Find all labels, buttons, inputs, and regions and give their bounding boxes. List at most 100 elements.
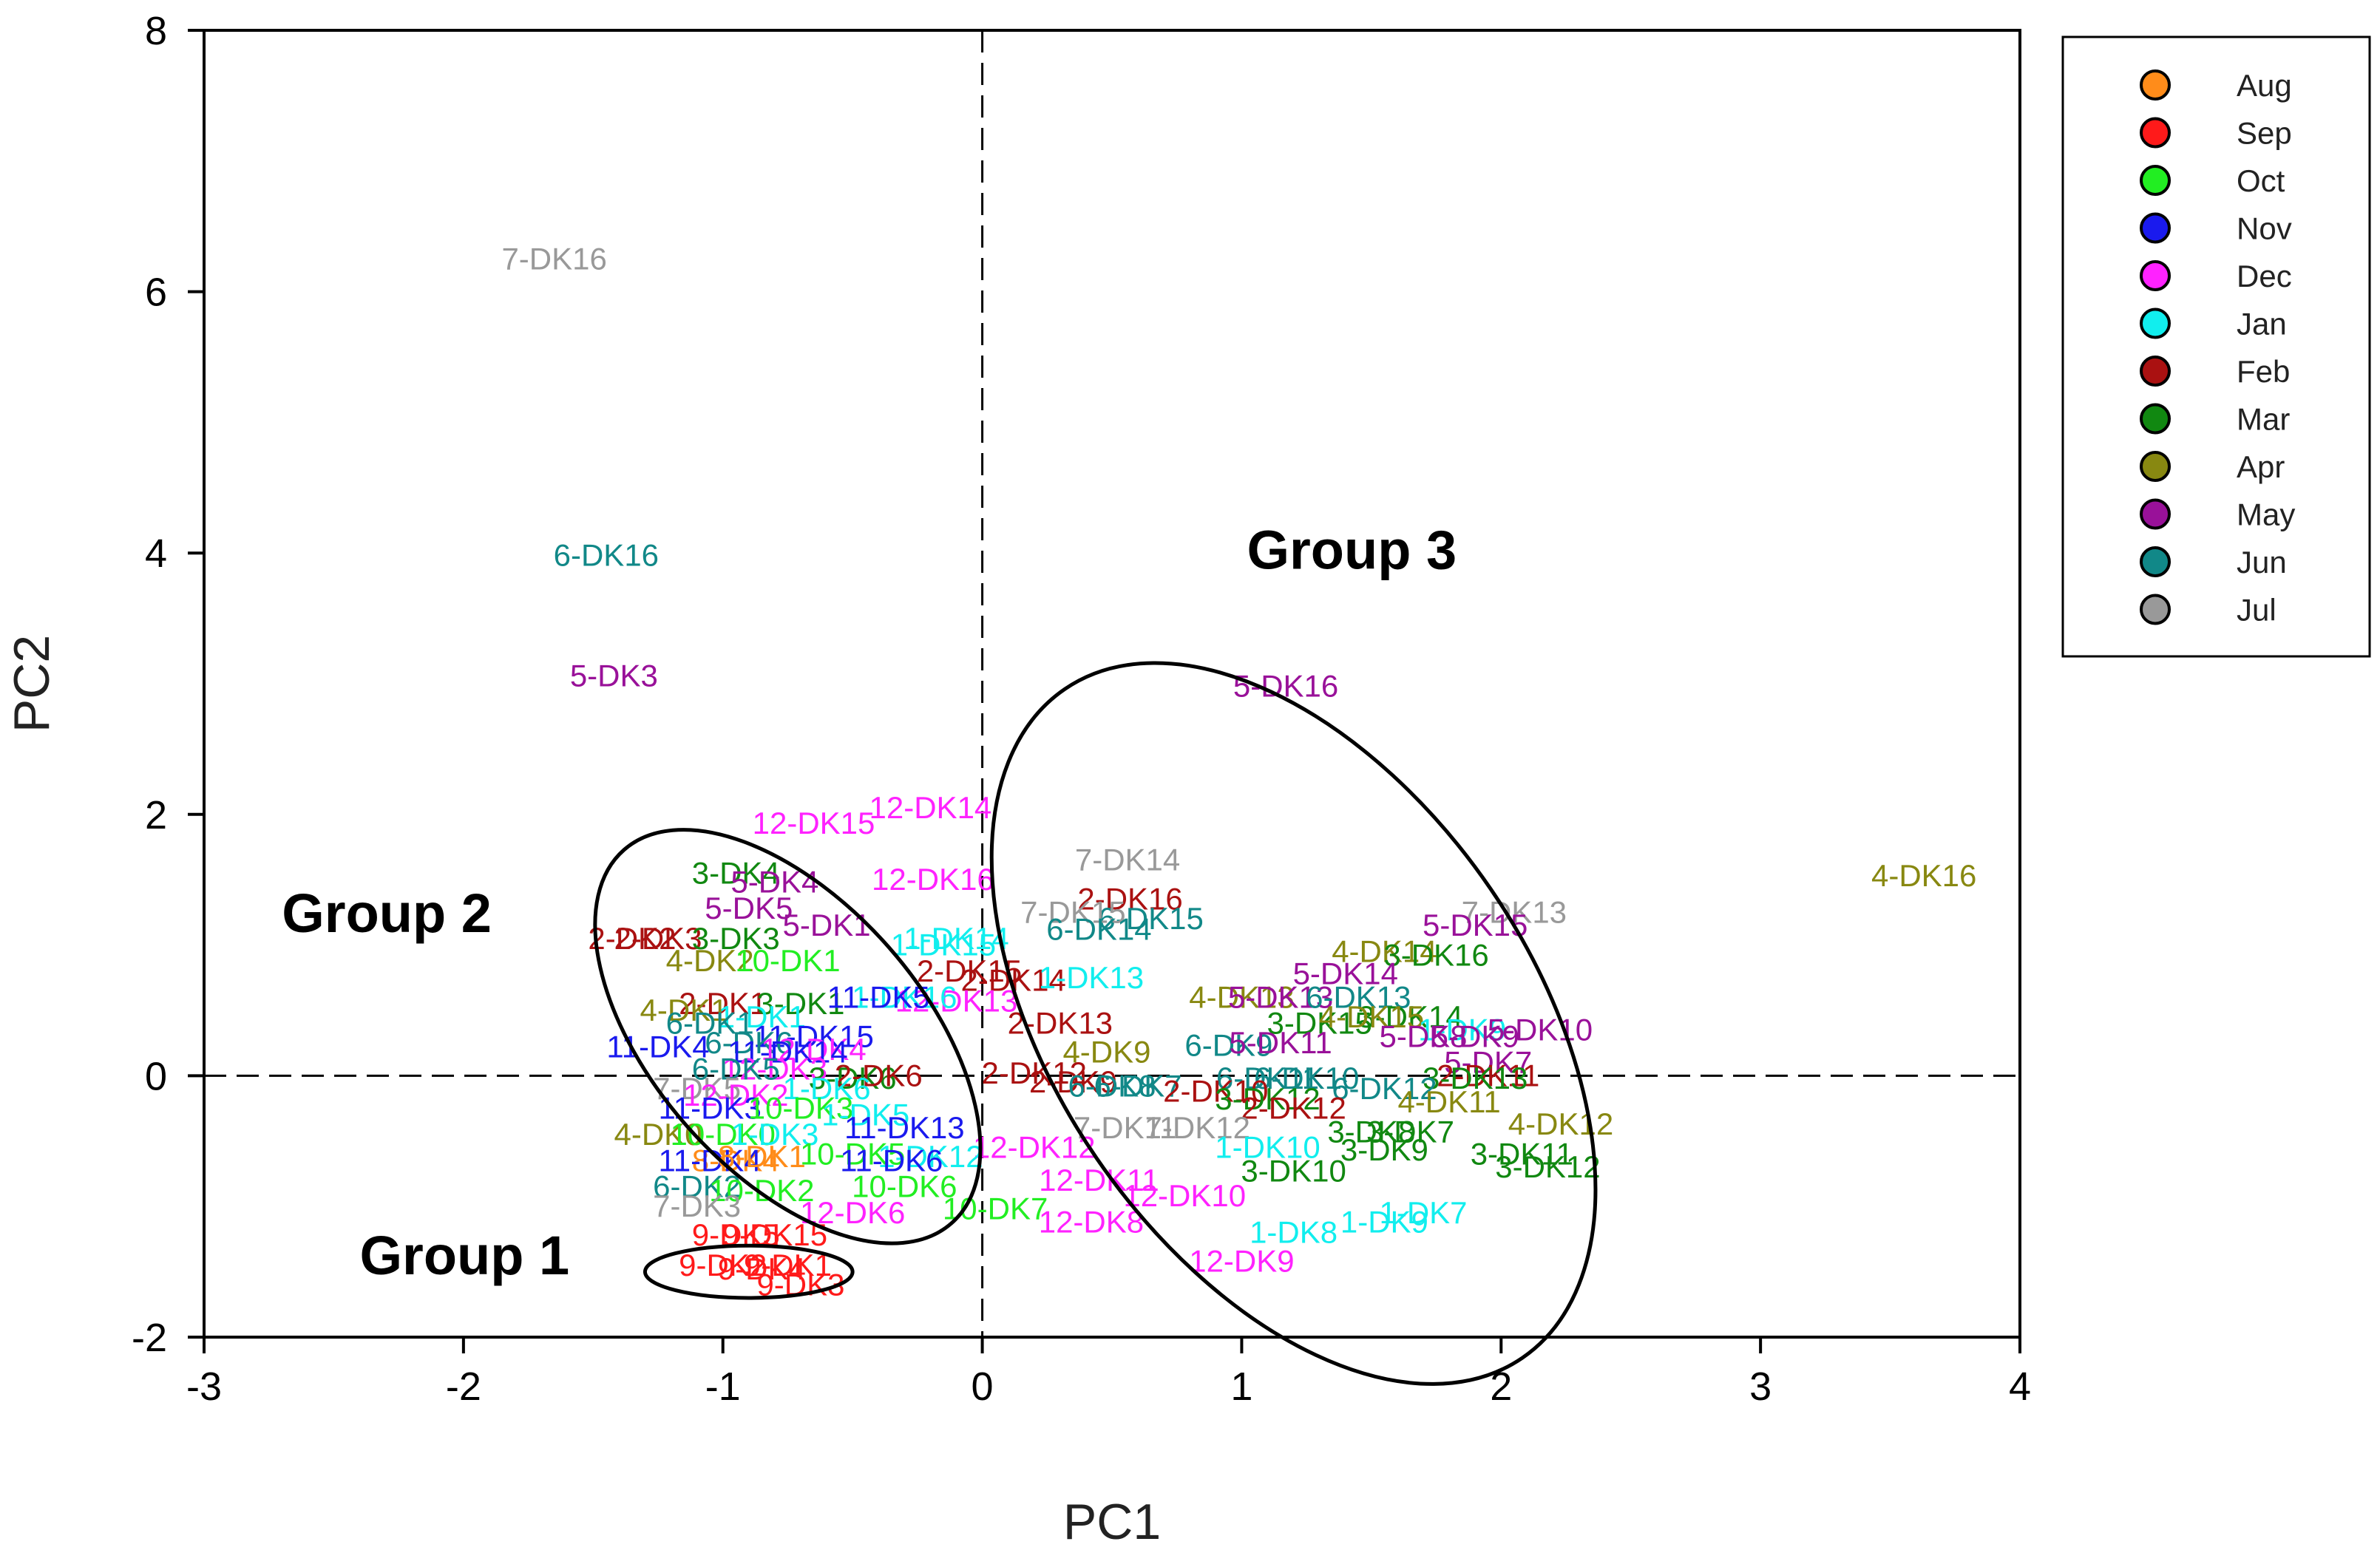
point-label: 1-DK6 xyxy=(783,1071,871,1106)
group-ellipses: Group 1 Group 2 Group 3 xyxy=(282,519,1598,1386)
point-label: 11-DK5 xyxy=(827,979,930,1014)
point-label: 2-DK11 xyxy=(1437,1058,1539,1092)
point-label: 10-DK1 xyxy=(735,943,840,978)
x-tick-label: -2 xyxy=(446,1364,481,1409)
point-label: 1-DK3 xyxy=(730,1117,818,1152)
legend-marker xyxy=(2140,69,2171,101)
group-ellipse xyxy=(593,828,983,1245)
point-label: 5-DK8 xyxy=(1379,1019,1467,1053)
legend-label: Jul xyxy=(2237,593,2276,628)
point-label: 11-DK6 xyxy=(840,1143,943,1177)
y-tick-label: 4 xyxy=(145,531,167,576)
group-ellipse xyxy=(643,1243,855,1300)
x-tick-label: -1 xyxy=(705,1364,741,1409)
point-label: 12-DK8 xyxy=(1039,1204,1144,1239)
point-label: 6-DK14 xyxy=(1046,911,1151,946)
point-label: 6-DK7 xyxy=(1094,1069,1182,1104)
point-label: 2-DK12 xyxy=(982,1056,1087,1090)
y-tick-label: -2 xyxy=(132,1316,167,1360)
point-label: 1-DK15 xyxy=(891,928,996,962)
x-axis-title: PC1 xyxy=(1063,1494,1161,1550)
point-label: 6-DK8 xyxy=(1068,1069,1156,1104)
point-label: 10-DK5 xyxy=(800,1136,905,1171)
legend-label: Aug xyxy=(2237,68,2292,103)
legend-marker xyxy=(2140,451,2171,482)
point-label: 5-DK15 xyxy=(1423,908,1528,942)
point-label: 3-DK13 xyxy=(1423,1061,1528,1095)
point-label: 6-DK11 xyxy=(1216,1061,1319,1095)
point-label: 10-DK6 xyxy=(852,1169,957,1204)
point-label: 6-DK16 xyxy=(554,538,659,573)
point-label: 2-DK12 xyxy=(1241,1091,1346,1126)
point-label: 5-DK13 xyxy=(1228,979,1333,1014)
point-label: 3-DK15 xyxy=(1267,1006,1372,1041)
point-label: 2-DK2 xyxy=(588,921,676,956)
point-label: 6-DK15 xyxy=(1098,901,1203,936)
x-tick-label: 3 xyxy=(1749,1364,1772,1409)
point-label: 1-DK5 xyxy=(821,1097,909,1132)
point-label: 5-DK7 xyxy=(1444,1045,1532,1080)
point-label: 3-DK16 xyxy=(1383,938,1488,973)
point-label: 2-DK16 xyxy=(1077,882,1182,917)
point-label: 5-DK5 xyxy=(705,891,793,925)
point-label: 1-DK9 xyxy=(1340,1204,1428,1239)
point-label: 3-DK4 xyxy=(692,855,780,890)
group-ellipse xyxy=(989,661,1598,1386)
point-label: 7-DK16 xyxy=(501,241,606,276)
legend-marker xyxy=(2140,117,2171,149)
legend-label: Jun xyxy=(2237,545,2287,579)
legend-marker xyxy=(2140,594,2171,625)
x-tick-label: 4 xyxy=(2009,1364,2031,1409)
legend-label: Apr xyxy=(2237,449,2285,484)
point-label: 6-DK6 xyxy=(705,1025,793,1060)
point-label: 12-DK11 xyxy=(1039,1163,1159,1197)
point-label: 6-DK12 xyxy=(1332,1071,1437,1106)
legend-label: Dec xyxy=(2237,259,2292,293)
point-label: 12-DK10 xyxy=(1123,1178,1246,1213)
point-label: 12-DK2 xyxy=(683,1078,788,1112)
point-label: 11-DK14 xyxy=(728,1035,848,1070)
point-label: 1-DK7 xyxy=(1379,1195,1467,1230)
point-label: 7-DK12 xyxy=(1145,1110,1250,1145)
y-tick-label: 2 xyxy=(145,793,167,837)
point-label: 1-DK9 xyxy=(1418,1013,1506,1047)
point-label: 1-DK12 xyxy=(878,1139,983,1174)
point-label: 7-DK11 xyxy=(1074,1110,1176,1145)
point-label: 3-DK6 xyxy=(809,1061,897,1095)
point-label: 4-DK11 xyxy=(1397,1084,1500,1119)
point-label: 11-DK13 xyxy=(844,1110,965,1145)
point-label: 12-DK16 xyxy=(872,862,994,897)
x-tick-label: -3 xyxy=(186,1364,222,1409)
point-label: 6-DK1 xyxy=(666,1006,754,1041)
legend-label: Oct xyxy=(2237,163,2285,198)
point-label: 3-DK7 xyxy=(1366,1114,1454,1149)
legend-label: Sep xyxy=(2237,116,2292,151)
point-label: 2-DK10 xyxy=(1163,1074,1268,1109)
point-label: 4-DK0 xyxy=(614,1117,702,1152)
point-label: 3-DK14 xyxy=(1357,999,1462,1034)
point-label: 12-DK3 xyxy=(722,1052,827,1087)
point-label: 2-DK3 xyxy=(614,921,702,956)
point-label: 6-DK10 xyxy=(1254,1061,1359,1095)
point-label: 3-DK12 xyxy=(1495,1149,1600,1184)
point-label: 10-DK3 xyxy=(748,1091,853,1126)
point-label: 12-DK13 xyxy=(895,984,1018,1019)
point-label: 5-DK14 xyxy=(1293,956,1398,990)
group-label: Group 2 xyxy=(282,883,492,944)
point-label: 5-DK4 xyxy=(730,865,818,900)
point-label: 3-DK3 xyxy=(692,921,780,956)
point-label: 10-DK0 xyxy=(671,1117,776,1152)
legend-box xyxy=(2061,35,2371,658)
group-label: Group 3 xyxy=(1247,519,1457,580)
legend-marker xyxy=(2140,403,2171,435)
point-label: 12-DK12 xyxy=(973,1130,1096,1165)
point-label: 4-DK16 xyxy=(1871,858,1976,893)
point-label: 5-DK10 xyxy=(1488,1013,1593,1047)
point-label: 9-DK4 xyxy=(718,1251,806,1286)
point-label: 12-DK14 xyxy=(869,790,992,825)
legend-marker xyxy=(2140,546,2171,577)
y-axis-title: PC2 xyxy=(4,635,60,732)
legend-marker xyxy=(2140,356,2171,387)
point-label: 4-DK14 xyxy=(1332,934,1437,968)
